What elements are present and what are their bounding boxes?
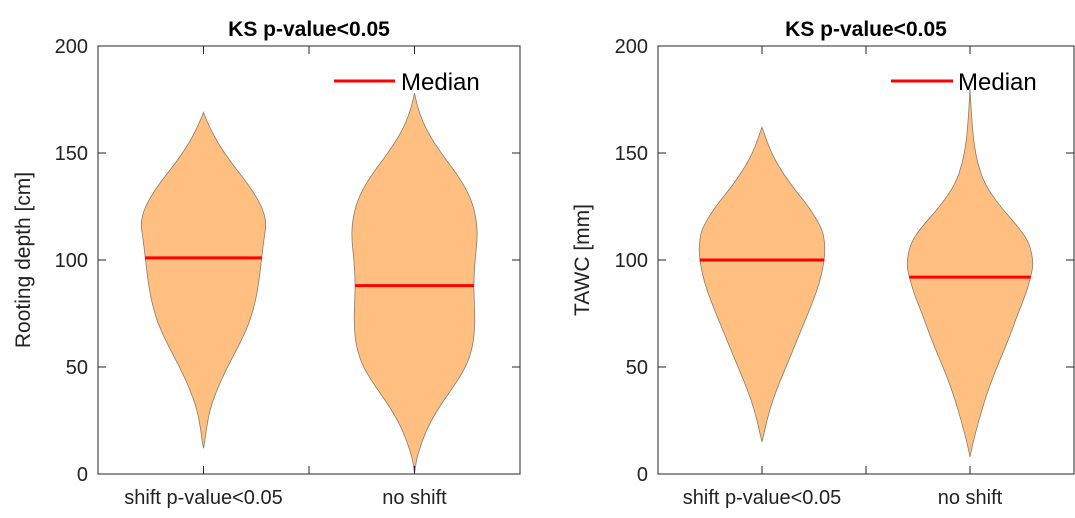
x-tick-label: shift p-value<0.05 <box>683 487 841 509</box>
violin-2 <box>351 93 478 475</box>
legend: Median <box>334 69 480 96</box>
legend-median-label: Median <box>401 69 480 96</box>
x-tick-label: no shift <box>382 487 447 509</box>
y-tick-label: 100 <box>615 250 648 272</box>
y-tick-label: 0 <box>637 464 648 486</box>
y-axis-label: TAWC [mm] <box>571 204 594 316</box>
legend: Median <box>891 69 1037 96</box>
y-tick-label: 0 <box>77 464 88 486</box>
violin-2 <box>906 88 1034 457</box>
panel-title: KS p-value<0.05 <box>228 18 390 41</box>
x-tick-label: shift p-value<0.05 <box>124 487 282 509</box>
plot-area: 0 50 100 150 200 shift p-value<0.05 no shift <box>55 36 521 509</box>
y-axis-label: Rooting depth [cm] <box>12 172 35 348</box>
plot-area: 0 50 100 150 200 shift p-value<0.05 no shift <box>615 36 1075 509</box>
x-tick-label: no shift <box>938 487 1003 509</box>
y-tick-label: 50 <box>66 357 88 379</box>
y-tick-label: 150 <box>615 143 648 165</box>
y-tick-label: 150 <box>55 143 88 165</box>
panel-title: KS p-value<0.05 <box>785 18 947 41</box>
violin-1 <box>140 111 267 449</box>
left-panel: KS p-value<0.05 Rooting depth [cm] 0 50 10… <box>12 18 521 509</box>
y-tick-label: 200 <box>55 36 88 58</box>
violin-1 <box>698 126 826 442</box>
y-tick-label: 200 <box>615 36 648 58</box>
right-panel: KS p-value<0.05 TAWC [mm] 0 50 100 150 200 sh… <box>571 18 1075 509</box>
y-tick-label: 50 <box>626 357 648 379</box>
legend-median-label: Median <box>958 69 1037 96</box>
y-tick-label: 100 <box>55 250 88 272</box>
